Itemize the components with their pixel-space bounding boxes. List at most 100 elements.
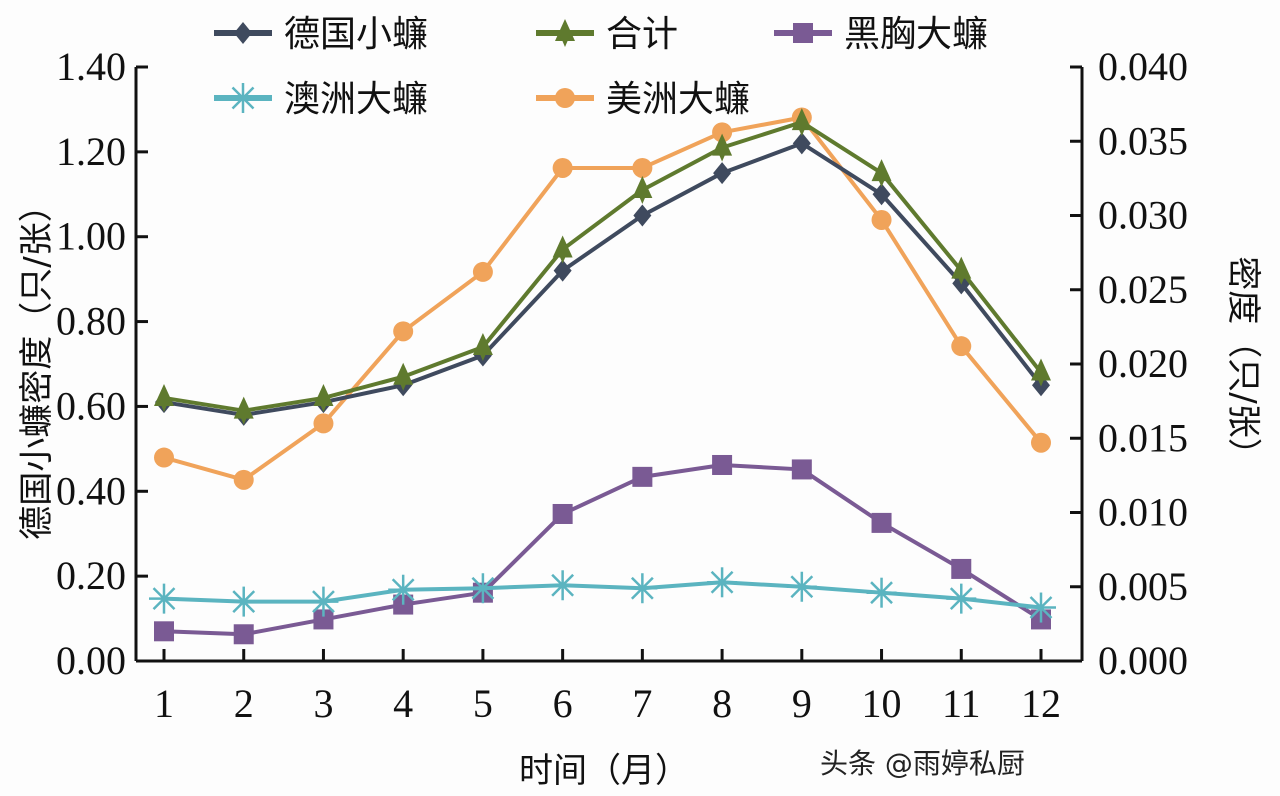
x-tick-label: 8 <box>712 681 732 726</box>
triangle-marker-icon <box>712 133 733 162</box>
series-line <box>163 115 1043 482</box>
diamond-marker-icon <box>234 22 252 44</box>
x-tick-label: 9 <box>792 681 812 726</box>
asterisk-marker-icon <box>228 83 258 113</box>
triangle-marker-icon <box>1031 358 1051 387</box>
triangle-marker-icon <box>472 333 493 362</box>
square-marker-icon <box>712 454 733 475</box>
asterisk-marker-icon <box>467 573 498 604</box>
diamond-marker-icon <box>792 132 811 155</box>
x-tick-label: 10 <box>862 681 902 726</box>
asterisk-marker-icon <box>786 571 817 602</box>
triangle-marker-icon <box>632 176 653 205</box>
right-tick-label: 0.020 <box>1098 341 1188 386</box>
right-y-axis-title: 密度（只/张） <box>1223 256 1263 471</box>
x-tick-label: 11 <box>942 681 981 726</box>
triangle-marker-icon <box>313 383 334 412</box>
series-layer <box>149 107 1056 645</box>
series-美洲大蠊 <box>154 107 1051 490</box>
square-marker-icon <box>951 558 972 579</box>
square-marker-icon <box>313 609 334 630</box>
circle-marker-icon <box>393 321 414 342</box>
x-tick-label: 6 <box>553 681 573 726</box>
diamond-marker-icon <box>633 204 652 227</box>
x-tick-label: 1 <box>154 681 174 726</box>
right-tick-label: 0.005 <box>1098 564 1188 609</box>
legend-label: 合计 <box>606 14 678 55</box>
triangle-marker-icon <box>791 108 812 137</box>
circle-marker-icon <box>951 336 972 357</box>
x-axis-title: 时间（月） <box>519 751 689 791</box>
triangle-marker-icon <box>393 362 414 391</box>
triangle-marker-icon <box>154 383 174 412</box>
square-marker-icon <box>793 23 813 43</box>
square-marker-icon <box>791 459 812 480</box>
left-tick-label: 0.80 <box>56 299 126 344</box>
square-marker-icon <box>233 624 254 645</box>
x-tick-label: 2 <box>234 681 254 726</box>
asterisk-marker-icon <box>308 586 339 617</box>
triangle-marker-icon <box>555 19 575 47</box>
series-合计 <box>154 108 1051 425</box>
legend-item-黑胸大蠊: 黑胸大蠊 <box>774 14 988 55</box>
left-tick-label: 0.00 <box>56 638 126 683</box>
left-y-axis-title: 德国小蠊密度（只/张） <box>17 188 57 539</box>
asterisk-marker-icon <box>707 567 738 598</box>
asterisk-marker-icon <box>149 583 179 614</box>
series-黑胸大蠊 <box>154 454 1051 645</box>
circle-marker-icon <box>472 261 493 282</box>
x-tick-label: 4 <box>393 681 413 726</box>
triangle-marker-icon <box>233 396 254 425</box>
right-tick-label: 0.025 <box>1098 267 1188 312</box>
legend-label: 澳洲大蠊 <box>284 79 428 120</box>
legend-item-澳洲大蠊: 澳洲大蠊 <box>214 79 428 120</box>
right-tick-label: 0.015 <box>1098 415 1188 460</box>
asterisk-marker-icon <box>388 574 419 605</box>
legend-label: 美洲大蠊 <box>606 79 750 120</box>
x-tick-label: 5 <box>473 681 493 726</box>
circle-marker-icon <box>154 447 174 468</box>
left-tick-label: 1.20 <box>56 129 126 174</box>
series-line <box>163 141 1043 417</box>
right-tick-label: 0.040 <box>1098 44 1188 89</box>
legend-item-合计: 合计 <box>536 14 678 55</box>
asterisk-marker-icon <box>627 573 658 604</box>
right-tick-label: 0.030 <box>1098 193 1188 238</box>
left-tick-label: 0.40 <box>56 468 126 513</box>
x-tick-label: 7 <box>632 681 652 726</box>
legend-label: 黑胸大蠊 <box>844 14 988 55</box>
legend-label: 德国小蠊 <box>284 14 428 55</box>
asterisk-marker-icon <box>228 586 259 617</box>
square-marker-icon <box>871 512 892 533</box>
asterisk-marker-icon <box>1026 592 1056 623</box>
circle-marker-icon <box>632 157 653 178</box>
left-tick-label: 1.00 <box>56 214 126 259</box>
left-tick-label: 0.20 <box>56 553 126 598</box>
left-tick-label: 0.60 <box>56 383 126 428</box>
circle-marker-icon <box>313 413 334 434</box>
axis-titles: 时间（月） 德国小蠊密度（只/张） 密度（只/张） <box>17 188 1263 791</box>
square-marker-icon <box>154 621 174 642</box>
right-tick-label: 0.035 <box>1098 118 1188 163</box>
legend-item-美洲大蠊: 美洲大蠊 <box>536 79 750 120</box>
triangle-marker-icon <box>552 235 573 264</box>
asterisk-marker-icon <box>866 577 897 608</box>
x-tick-label: 3 <box>313 681 333 726</box>
watermark: 头条 @雨婷私厨 <box>820 747 1025 780</box>
triangle-marker-icon <box>871 159 892 188</box>
diamond-marker-icon <box>872 183 891 206</box>
right-tick-label: 0.010 <box>1098 490 1188 535</box>
circle-marker-icon <box>552 157 573 178</box>
right-tick-label: 0.000 <box>1098 638 1188 683</box>
diamond-marker-icon <box>713 162 732 185</box>
series-line <box>163 120 1043 413</box>
asterisk-marker-icon <box>547 570 578 601</box>
square-marker-icon <box>552 503 573 524</box>
left-tick-label: 1.40 <box>56 44 126 89</box>
asterisk-marker-icon <box>946 583 977 614</box>
axes: 0.00 0.20 0.40 0.60 0.80 1.00 1.20 1.40 0.000 0.0… <box>56 44 1188 726</box>
legend-item-德国小蠊: 德国小蠊 <box>214 14 428 55</box>
series-line <box>163 580 1042 610</box>
series-line <box>163 462 1043 637</box>
